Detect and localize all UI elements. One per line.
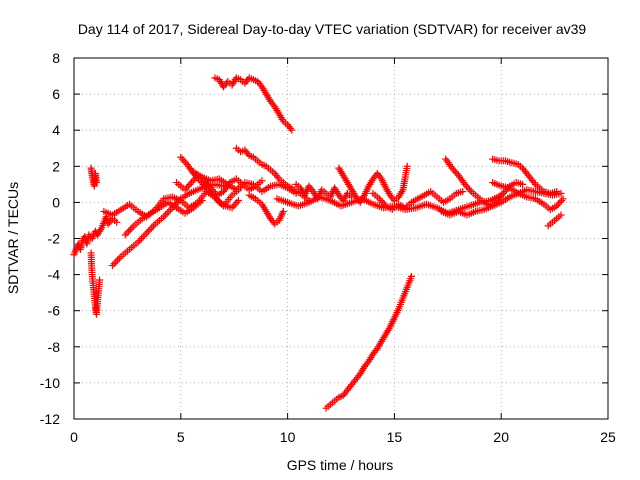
y-tick-label: -8 bbox=[48, 339, 61, 355]
y-tick-label: -12 bbox=[40, 411, 60, 427]
data-point bbox=[466, 186, 474, 194]
data-point bbox=[288, 126, 296, 134]
data-point bbox=[128, 224, 136, 232]
y-tick-label: 6 bbox=[52, 86, 60, 102]
y-tick-label: -2 bbox=[48, 231, 61, 247]
data-point bbox=[146, 225, 154, 233]
data-point bbox=[139, 233, 147, 241]
data-point bbox=[163, 209, 171, 217]
series-start-cluster bbox=[70, 213, 121, 259]
data-point bbox=[110, 260, 118, 268]
data-point bbox=[143, 229, 151, 237]
x-tick-label: 5 bbox=[177, 429, 185, 445]
data-point bbox=[186, 180, 194, 188]
x-tick-label: 0 bbox=[70, 429, 78, 445]
data-point bbox=[553, 188, 561, 196]
series-arc-8 bbox=[232, 144, 313, 205]
series-baseline bbox=[273, 191, 505, 217]
x-tick-labels: 0 5 10 15 20 25 bbox=[70, 429, 616, 445]
y-tick-label: 2 bbox=[52, 158, 60, 174]
series-arc-high bbox=[211, 74, 296, 134]
series-end-drop bbox=[544, 211, 565, 230]
x-tick-label: 15 bbox=[387, 429, 403, 445]
data-point bbox=[177, 153, 185, 161]
series-wave-14 bbox=[369, 188, 467, 214]
data-point bbox=[144, 227, 152, 235]
data-point bbox=[459, 188, 467, 196]
data-points bbox=[70, 74, 567, 412]
series-arc-20b bbox=[489, 179, 567, 214]
data-point bbox=[279, 207, 287, 215]
data-point bbox=[234, 197, 242, 205]
data-point bbox=[464, 184, 472, 192]
data-point bbox=[187, 179, 195, 187]
data-point bbox=[184, 182, 192, 190]
data-point bbox=[114, 256, 122, 264]
series-arc-20 bbox=[489, 155, 561, 197]
x-tick-label: 10 bbox=[280, 429, 296, 445]
data-point bbox=[178, 155, 186, 163]
series-arc-17b bbox=[437, 186, 565, 219]
data-point bbox=[558, 197, 566, 205]
data-point bbox=[407, 272, 415, 280]
data-point bbox=[451, 168, 459, 176]
data-point bbox=[96, 276, 104, 284]
data-point bbox=[137, 235, 145, 242]
y-tick-labels: -12 -10 -8 -6 -4 -2 0 2 4 6 8 bbox=[40, 50, 60, 427]
data-point bbox=[115, 254, 123, 262]
data-point bbox=[113, 218, 121, 226]
data-point bbox=[519, 180, 527, 188]
data-point bbox=[557, 189, 565, 197]
y-axis-label: SDTVAR / TECUs bbox=[5, 182, 21, 294]
grid bbox=[74, 58, 608, 419]
y-tick-label: 4 bbox=[52, 122, 60, 138]
data-point bbox=[123, 229, 131, 237]
series-early-spike bbox=[87, 164, 100, 190]
data-point bbox=[141, 231, 149, 239]
chart-title: Day 114 of 2017, Sidereal Day-to-day VTE… bbox=[78, 21, 587, 37]
data-point bbox=[126, 225, 134, 233]
y-tick-label: -4 bbox=[48, 267, 61, 283]
data-point bbox=[148, 224, 156, 232]
data-point bbox=[230, 202, 238, 210]
data-point bbox=[556, 198, 564, 206]
data-point bbox=[377, 197, 385, 205]
data-point bbox=[557, 211, 565, 219]
data-point bbox=[379, 198, 387, 206]
y-tick-label: 8 bbox=[52, 50, 60, 66]
data-point bbox=[136, 236, 144, 244]
data-point bbox=[559, 195, 567, 203]
series-ripple-10 bbox=[292, 180, 356, 205]
series-early-drop bbox=[87, 249, 104, 318]
y-tick-label: -6 bbox=[48, 303, 61, 319]
data-point bbox=[165, 207, 173, 215]
x-tick-label: 25 bbox=[600, 429, 616, 445]
series-upper-early bbox=[173, 171, 266, 199]
y-tick-label: 0 bbox=[52, 194, 60, 210]
axis-ticks bbox=[73, 57, 609, 420]
data-point bbox=[108, 262, 116, 270]
data-point bbox=[233, 198, 241, 206]
x-tick-label: 20 bbox=[493, 429, 509, 445]
data-point bbox=[258, 177, 266, 185]
x-axis-label: GPS time / hours bbox=[287, 457, 394, 473]
data-point bbox=[180, 157, 188, 165]
y-tick-label: -10 bbox=[40, 375, 60, 391]
data-point bbox=[149, 222, 157, 230]
data-point bbox=[92, 179, 100, 187]
series-wave-12 bbox=[335, 162, 411, 206]
data-point bbox=[125, 227, 133, 235]
data-point bbox=[161, 211, 169, 219]
data-point bbox=[121, 231, 129, 239]
series-arc-low bbox=[322, 272, 415, 412]
data-point bbox=[112, 258, 120, 266]
data-point bbox=[403, 162, 411, 170]
